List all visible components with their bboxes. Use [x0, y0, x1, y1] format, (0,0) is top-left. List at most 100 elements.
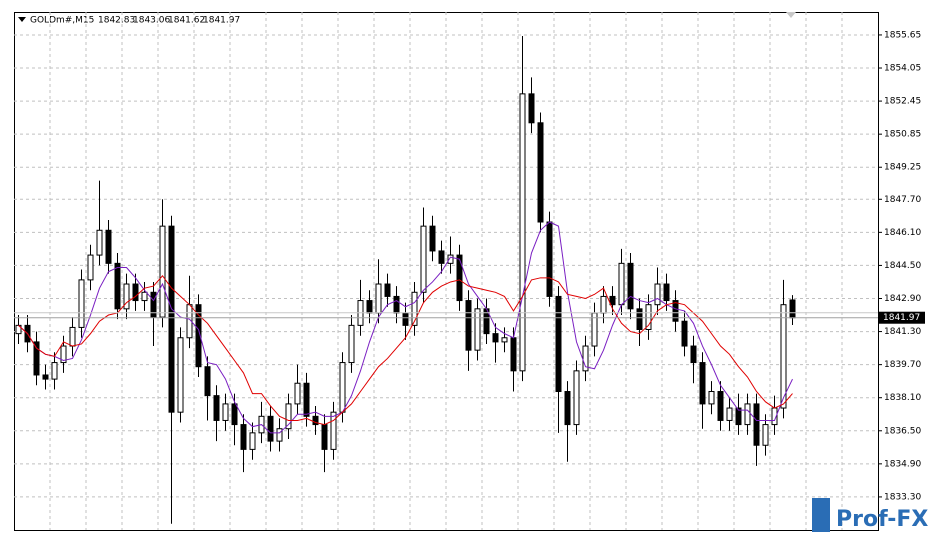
- y-tick-label: 1838.10: [884, 393, 921, 403]
- candle-body: [159, 225, 166, 318]
- candle-body: [393, 295, 400, 314]
- y-tick-label: 1846.10: [884, 228, 921, 238]
- candle-body: [690, 345, 697, 364]
- candle-body: [708, 391, 715, 405]
- candle-body: [402, 312, 409, 326]
- candle-body: [492, 333, 499, 343]
- y-tick-label: 1847.70: [884, 195, 921, 205]
- candle-body: [69, 326, 76, 347]
- candle-body: [60, 345, 67, 364]
- y-tick-label: 1849.25: [884, 163, 921, 173]
- y-tick-label: 1855.65: [884, 30, 921, 40]
- candle-body: [213, 395, 220, 421]
- candle-body: [51, 362, 58, 380]
- watermark: Prof-FX: [836, 507, 928, 532]
- candle-body: [276, 428, 283, 442]
- candle-body: [42, 374, 49, 380]
- candle-body: [438, 250, 445, 264]
- plot: 1833.30 1834.90 1836.50 1838.10 1839.70 1841.…: [14, 12, 925, 530]
- candle-body: [654, 283, 661, 306]
- candle-body: [627, 262, 634, 310]
- candle-body: [366, 300, 373, 314]
- candle-body: [528, 93, 535, 124]
- candle-body: [132, 283, 139, 302]
- candle-body: [537, 122, 544, 223]
- candle-body: [177, 337, 184, 413]
- y-tick-label: 1836.50: [884, 426, 921, 436]
- candle-body: [555, 295, 562, 393]
- candle-body: [87, 254, 94, 281]
- candle-body: [204, 366, 211, 397]
- candle-body: [78, 279, 85, 328]
- candle-body: [285, 403, 292, 430]
- candle-body: [762, 424, 769, 446]
- candle-body: [321, 424, 328, 450]
- candle-body: [447, 254, 454, 264]
- candle-body: [474, 308, 481, 351]
- y-tick-label: 1844.50: [884, 261, 921, 271]
- candle-body: [420, 225, 427, 293]
- ohlc-low: 1841.62: [168, 16, 205, 26]
- candle-body: [564, 391, 571, 426]
- candle-body: [753, 403, 760, 446]
- candle-body: [645, 304, 652, 330]
- candle-body: [573, 370, 580, 426]
- candle-body: [312, 415, 319, 426]
- y-tick-label: 1842.90: [884, 294, 921, 304]
- candle-body: [294, 382, 301, 405]
- candle-body: [510, 337, 517, 372]
- candle-body: [150, 291, 157, 318]
- candle-body: [105, 229, 112, 264]
- ohlc-open: 1842.83: [98, 16, 135, 26]
- candle-body: [609, 295, 616, 306]
- header-arrow: [18, 17, 26, 22]
- candle-body: [114, 262, 121, 310]
- candle-body: [348, 324, 355, 364]
- candle-body: [141, 291, 148, 302]
- candle-body: [501, 337, 508, 343]
- y-tick-label: 1852.45: [884, 97, 921, 107]
- ohlc-high: 1843.06: [133, 16, 170, 26]
- y-tick-label: 1854.05: [884, 64, 921, 74]
- y-tick-label: 1850.85: [884, 130, 921, 140]
- candle-body: [231, 403, 238, 426]
- candle-body: [744, 403, 751, 426]
- candle-body: [267, 415, 274, 442]
- candle-body: [240, 424, 247, 450]
- candle-body: [663, 283, 670, 302]
- price-label: 1841.97: [883, 313, 920, 323]
- candle-body: [735, 407, 742, 426]
- y-tick-label: 1834.90: [884, 459, 921, 469]
- candle-body: [465, 300, 472, 351]
- candle-body: [519, 93, 526, 372]
- candle-body: [384, 283, 391, 297]
- candle-body: [411, 291, 418, 326]
- candle-body: [780, 304, 787, 409]
- candle-body: [222, 403, 229, 421]
- candle-body: [303, 382, 310, 417]
- y-tick-label: 1841.30: [884, 327, 921, 337]
- candle-body: [717, 391, 724, 421]
- candle-body: [726, 407, 733, 421]
- y-tick-label: 1839.70: [884, 360, 921, 370]
- shift-marker: [786, 12, 796, 18]
- candle-body: [636, 308, 643, 330]
- candle-body: [546, 221, 553, 297]
- candle-body: [330, 411, 337, 450]
- candle-body: [681, 320, 688, 347]
- y-tick-label: 1833.30: [884, 492, 921, 502]
- candle-body: [429, 225, 436, 252]
- candle-body: [33, 341, 40, 376]
- candle-body: [672, 300, 679, 322]
- candle-body: [375, 283, 382, 314]
- candle-body: [96, 229, 103, 256]
- moving-average: [18, 221, 793, 434]
- candle-body: [168, 225, 175, 413]
- candle-body: [699, 362, 706, 405]
- candle-body: [249, 432, 256, 450]
- candle-body: [456, 254, 463, 302]
- candle-body: [789, 299, 796, 319]
- ohlc-close: 1841.97: [203, 16, 240, 26]
